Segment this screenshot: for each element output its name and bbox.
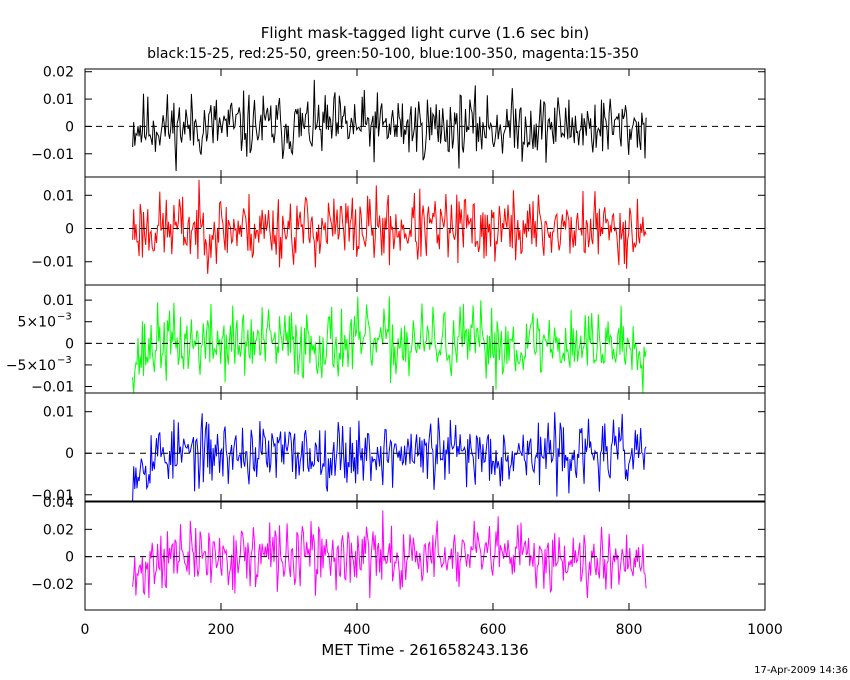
y-tick-label: 0.02 — [43, 522, 74, 538]
x-tick-label: 1000 — [747, 622, 783, 638]
x-tick-label: 400 — [344, 622, 371, 638]
y-tick-label: 0.02 — [43, 65, 74, 81]
y-tick-label: 0 — [65, 446, 74, 462]
series-line — [132, 510, 647, 599]
x-tick-label: 600 — [480, 622, 507, 638]
y-tick-label: −5×10 — [6, 358, 56, 374]
y-tick-label: −0.01 — [31, 380, 74, 396]
x-axis-label: MET Time - 261658243.136 — [321, 641, 528, 659]
y-tick-exponent: −3 — [57, 355, 72, 366]
x-tick-label: 0 — [81, 622, 90, 638]
series-line — [132, 179, 647, 274]
y-tick-label: 0.01 — [43, 293, 74, 309]
chart-title: Flight mask-tagged light curve (1.6 sec … — [261, 24, 589, 42]
panel-2: 0.01 0 −0.01 — [31, 176, 766, 286]
panel-frame — [84, 501, 766, 611]
panel-frame — [84, 392, 766, 502]
y-tick-label: −0.02 — [31, 577, 74, 593]
y-tick-label: 0.01 — [43, 405, 74, 421]
series-line — [132, 79, 647, 172]
series-line — [132, 412, 647, 502]
panels: 0.020.010−0.010.010−0.010.015×10 −30−5×10… — [6, 65, 766, 611]
y-tick-label: 0 — [65, 550, 74, 566]
y-tick-label: −0.01 — [31, 147, 74, 163]
panel-3: 0.015×10 −30−5×10 −3−0.01 — [6, 284, 766, 396]
panel-1: 0.02 0.01 0 −0.01 — [31, 65, 766, 178]
y-tick-label: 0 — [65, 336, 74, 352]
y-tick-label: 0.04 — [43, 495, 74, 511]
timestamp: 17-Apr-2009 14:36 — [754, 665, 848, 676]
y-tick-label: −0.01 — [31, 255, 74, 271]
chart-subtitle: black:15-25, red:25-50, green:50-100, bl… — [147, 46, 639, 62]
x-tick-label: 800 — [616, 622, 643, 638]
y-tick-label: 0 — [65, 222, 74, 238]
y-tick-label: −0.01 — [31, 488, 74, 504]
panel-5: 0.04 0.02 0 −0.02 — [31, 495, 766, 611]
panel-4: 0.01 0 −0.01 — [31, 392, 766, 504]
y-tick-label: 0.01 — [43, 188, 74, 204]
x-tick-label: 200 — [208, 622, 235, 638]
y-tick-label: 5×10 — [18, 315, 56, 331]
y-tick-label: 0 — [65, 119, 74, 135]
y-tick-exponent: −3 — [57, 312, 72, 323]
panel-frame — [84, 68, 766, 178]
x-axis: 0 200 400 600 800 1000 — [81, 622, 783, 638]
y-tick-label: 0.01 — [43, 92, 74, 108]
series-line — [132, 296, 647, 394]
